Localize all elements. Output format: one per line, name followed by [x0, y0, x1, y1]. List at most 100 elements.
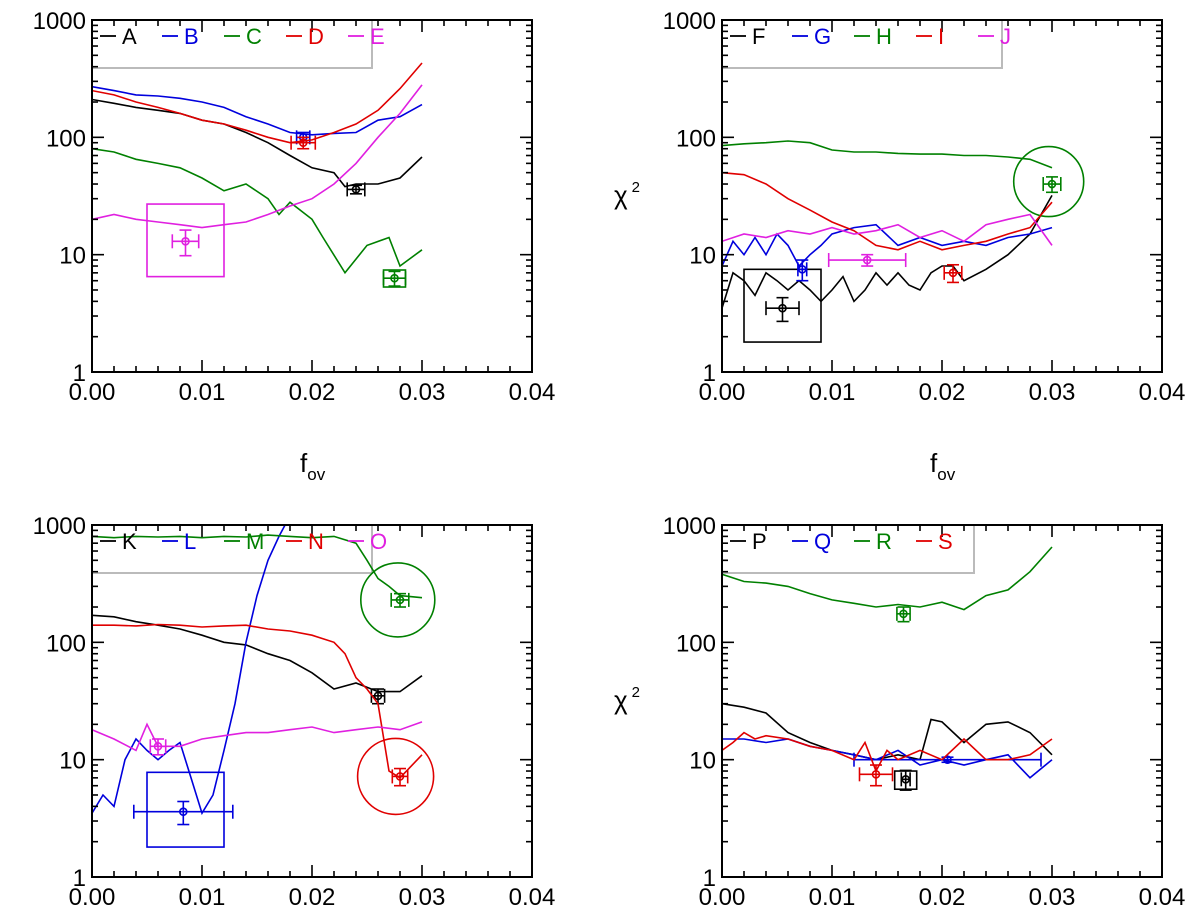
y-tick-label: 100 — [46, 630, 86, 657]
legend-box — [92, 20, 373, 69]
best-fit-point-D — [298, 138, 308, 148]
x-tick-label: 0.04 — [1139, 884, 1186, 911]
x-tick-label: 0.04 — [509, 884, 556, 911]
legend-label-E: E — [370, 24, 385, 49]
y-tick-label: 10 — [59, 748, 86, 775]
legend-label-C: C — [246, 24, 262, 49]
legend-label-L: L — [184, 529, 196, 554]
x-tick-label: 0.02 — [289, 884, 336, 911]
best-fit-point-M — [395, 595, 405, 605]
legend-label-K: K — [122, 529, 137, 554]
y-tick-label: 1000 — [33, 513, 86, 540]
highlight-box-C — [382, 269, 407, 288]
plot-area — [722, 140, 1085, 343]
x-tick-label: 0.00 — [69, 379, 116, 406]
legend-label-Q: Q — [814, 529, 831, 554]
highlight-circle-H — [1012, 145, 1085, 218]
highlight-box-F — [743, 268, 822, 343]
plot-area — [722, 546, 1053, 791]
best-fit-point-L — [179, 807, 188, 817]
best-fit-point-I — [948, 268, 958, 278]
legend-label-N: N — [308, 529, 324, 554]
y-tick-label: 1 — [73, 360, 86, 387]
chart-panel-bottom-left: 0.00 0.01 0.02 0.03 0.04 1 10 100 1000 K L M N O — [33, 513, 556, 911]
y-tick-label: 100 — [676, 630, 716, 657]
series-line-M — [92, 534, 423, 599]
series-line-C — [92, 147, 423, 275]
series-line-K — [92, 614, 423, 693]
best-fit-point-Q — [943, 755, 952, 764]
series-line-Q — [722, 738, 1053, 779]
best-fit-point-O — [153, 741, 163, 751]
x-tick-label: 0.03 — [1029, 884, 1076, 911]
best-fit-point-A — [351, 185, 361, 194]
best-fit-point-H — [1047, 179, 1057, 189]
legend-label-G: G — [814, 24, 831, 49]
legend-box — [722, 20, 1003, 69]
series-line-R — [722, 546, 1053, 611]
legend-label-M: M — [246, 529, 264, 554]
best-fit-point-K — [373, 691, 383, 701]
x-tick-label: 0.01 — [809, 884, 856, 911]
x-axis-title: fov — [300, 448, 326, 484]
series-line-O — [92, 721, 423, 752]
chart-panel-bottom-right: 0.00 0.01 0.02 0.03 0.04 1 10 100 1000 P Q R Sχ 2 — [614, 513, 1185, 911]
x-tick-label: 0.02 — [919, 379, 966, 406]
y-tick-label: 10 — [59, 243, 86, 270]
legend-label-S: S — [938, 529, 953, 554]
highlight-box-P — [893, 770, 918, 791]
series-line-J — [722, 213, 1053, 246]
best-fit-point-G — [797, 265, 807, 274]
legend-label-P: P — [752, 529, 767, 554]
plot-area — [92, 525, 436, 848]
x-axis-title: fov — [930, 448, 956, 484]
y-tick-label: 1000 — [663, 8, 716, 35]
series-line-G — [722, 223, 1053, 268]
x-tick-label: 0.01 — [179, 379, 226, 406]
axes-frame — [721, 524, 1163, 878]
series-line-H — [722, 140, 1053, 169]
legend-label-A: A — [122, 24, 137, 49]
series-line-I — [722, 171, 1053, 251]
legend-box — [722, 525, 975, 574]
legend-label-B: B — [184, 24, 199, 49]
series-line-B — [92, 85, 423, 136]
legend-label-R: R — [876, 529, 892, 554]
x-tick-label: 0.02 — [289, 379, 336, 406]
series-line-P — [722, 702, 1053, 761]
series-line-L — [92, 525, 286, 816]
best-fit-point-J — [862, 255, 872, 265]
x-tick-label: 0.01 — [809, 379, 856, 406]
y-tick-label: 10 — [689, 243, 716, 270]
axes-frame — [721, 19, 1163, 373]
highlight-box-L — [146, 771, 225, 848]
plot-area — [92, 62, 423, 288]
legend-label-D: D — [308, 24, 324, 49]
x-tick-label: 0.00 — [699, 379, 746, 406]
best-fit-point-N — [395, 772, 405, 781]
axes-frame — [91, 19, 533, 373]
x-tick-label: 0.04 — [509, 379, 556, 406]
y-tick-label: 1000 — [33, 8, 86, 35]
x-tick-label: 0.00 — [69, 884, 116, 911]
x-tick-label: 0.00 — [699, 884, 746, 911]
x-tick-label: 0.03 — [1029, 379, 1076, 406]
y-tick-label: 100 — [676, 125, 716, 152]
series-line-D — [92, 62, 423, 144]
best-fit-point-C — [390, 273, 399, 283]
y-tick-label: 1 — [73, 865, 86, 892]
legend-label-F: F — [752, 24, 765, 49]
x-tick-label: 0.04 — [1139, 379, 1186, 406]
series-line-F — [722, 195, 1053, 309]
legend-label-H: H — [876, 24, 892, 49]
best-fit-point-F — [778, 303, 787, 313]
best-fit-point-R — [899, 609, 908, 619]
highlight-box-E — [146, 203, 225, 278]
highlight-circle-M — [359, 562, 436, 638]
highlight-circle-N — [356, 737, 435, 816]
